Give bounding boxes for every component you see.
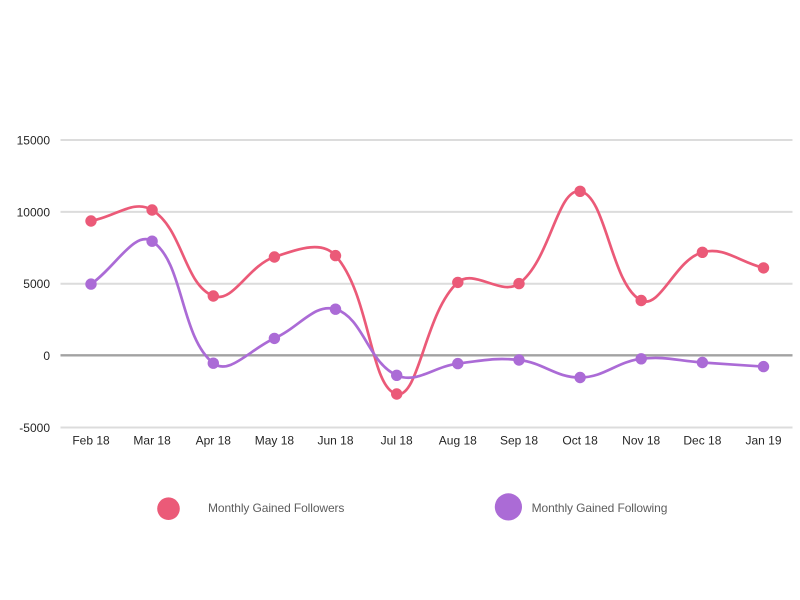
svg-text:Jun 18: Jun 18 bbox=[317, 434, 353, 448]
svg-text:Monthly Gained Followers: Monthly Gained Followers bbox=[208, 501, 344, 515]
svg-text:10000: 10000 bbox=[17, 205, 51, 219]
svg-text:Nov 18: Nov 18 bbox=[622, 434, 660, 448]
svg-text:May 18: May 18 bbox=[255, 434, 295, 448]
svg-text:Feb 18: Feb 18 bbox=[72, 434, 110, 448]
svg-text:5000: 5000 bbox=[23, 277, 50, 291]
svg-text:Apr 18: Apr 18 bbox=[196, 434, 232, 448]
svg-text:Jan 19: Jan 19 bbox=[745, 434, 781, 448]
svg-text:Monthly Gained Following: Monthly Gained Following bbox=[532, 501, 668, 515]
svg-text:-5000: -5000 bbox=[19, 421, 50, 435]
svg-text:Mar 18: Mar 18 bbox=[133, 434, 171, 448]
svg-text:Jul 18: Jul 18 bbox=[381, 434, 413, 448]
svg-text:Oct 18: Oct 18 bbox=[562, 434, 598, 448]
svg-text:Sep 18: Sep 18 bbox=[500, 434, 538, 448]
svg-text:0: 0 bbox=[43, 349, 50, 363]
svg-text:15000: 15000 bbox=[17, 134, 51, 148]
svg-text:Aug 18: Aug 18 bbox=[439, 434, 477, 448]
svg-text:Dec 18: Dec 18 bbox=[683, 434, 721, 448]
